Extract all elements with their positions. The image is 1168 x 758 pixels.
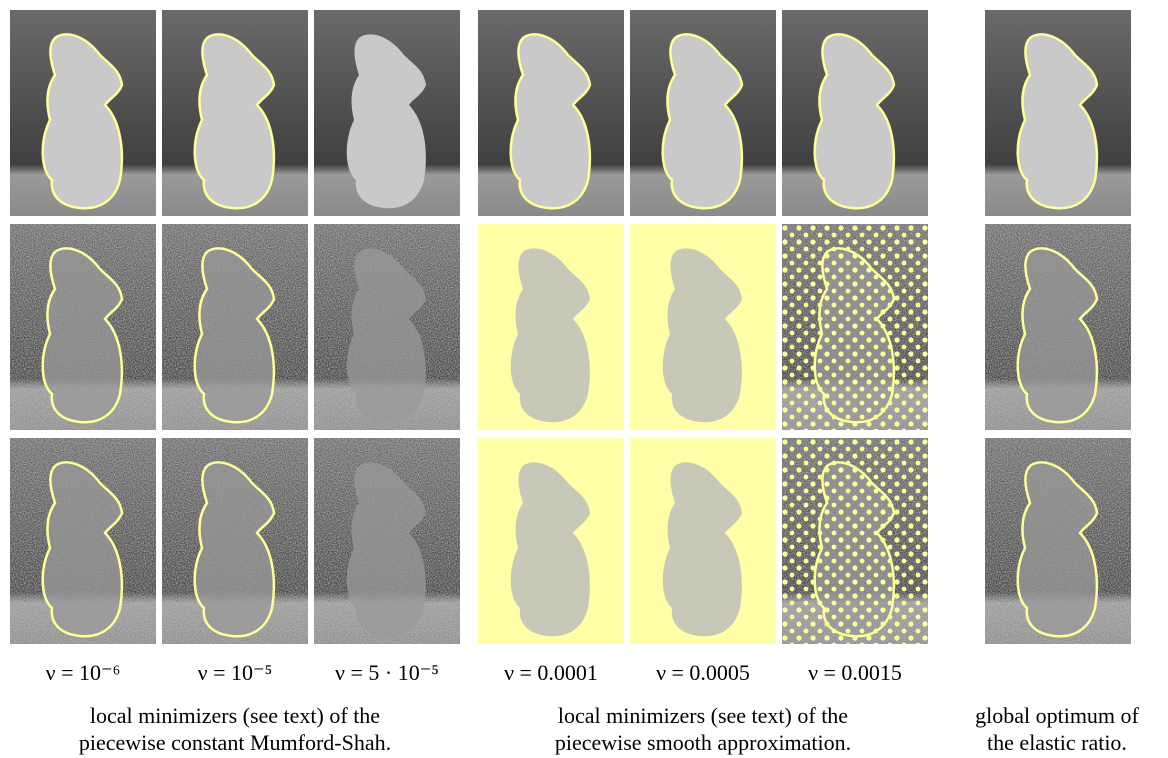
image-panel — [162, 10, 308, 216]
image-panel — [478, 224, 624, 430]
image-panel — [985, 438, 1131, 644]
image-panel — [162, 224, 308, 430]
image-panel — [314, 10, 460, 216]
image-panel — [782, 10, 928, 216]
segment-dots — [782, 224, 928, 430]
image-panel — [314, 438, 460, 644]
image-panel — [630, 224, 776, 430]
caption-line: the elastic ratio. — [987, 730, 1127, 755]
caption-line: local minimizers (see text) of the — [90, 703, 380, 728]
image-panel — [985, 224, 1131, 430]
caption-line: local minimizers (see text) of the — [558, 703, 848, 728]
image-panel — [478, 438, 624, 644]
parameter-label: ν = 0.0005 — [656, 660, 750, 685]
parameter-label: ν = 10⁻⁶ — [46, 660, 121, 685]
caption-line: piecewise constant Mumford-Shah. — [79, 730, 391, 755]
image-panel — [478, 10, 624, 216]
image-panel — [10, 224, 156, 430]
image-panel — [630, 438, 776, 644]
labels: ν = 10⁻⁶ ν = 10⁻⁵ ν = 5 · 10⁻⁵ ν = 0.0001 ν … — [46, 660, 1140, 755]
parameter-label: ν = 10⁻⁵ — [198, 660, 273, 685]
image-panel — [782, 224, 928, 430]
parameter-label: ν = 0.0015 — [808, 660, 902, 685]
caption-line: global optimum of — [975, 703, 1139, 728]
image-panel — [314, 224, 460, 430]
image-panel — [782, 438, 928, 644]
figure: ν = 10⁻⁶ ν = 10⁻⁵ ν = 5 · 10⁻⁵ ν = 0.0001 ν … — [0, 0, 1168, 758]
caption-line: piecewise smooth approximation. — [555, 730, 851, 755]
parameter-label: ν = 5 · 10⁻⁵ — [335, 660, 439, 685]
image-panel — [162, 438, 308, 644]
image-panel — [985, 10, 1131, 216]
segment-dots — [782, 438, 928, 644]
image-panel — [10, 438, 156, 644]
image-panels — [10, 10, 1131, 644]
image-panel — [630, 10, 776, 216]
parameter-label: ν = 0.0001 — [504, 660, 598, 685]
image-panel — [10, 10, 156, 216]
